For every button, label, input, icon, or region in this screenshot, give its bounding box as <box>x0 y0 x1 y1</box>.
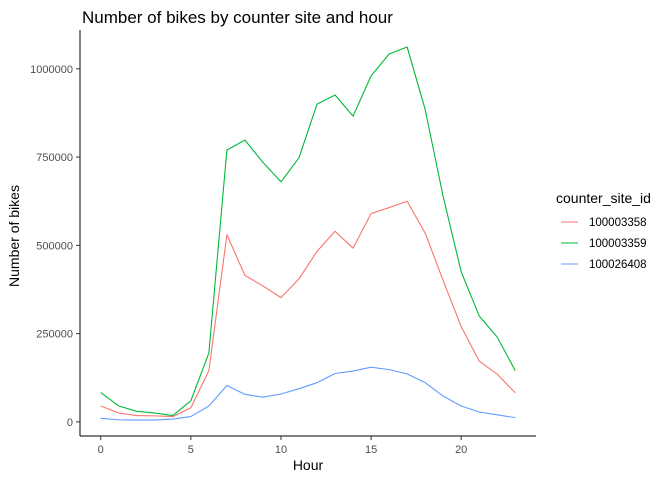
legend-label: 100003358 <box>589 217 647 229</box>
series-line-100026408 <box>100 366 516 421</box>
legend-item-100003358: 100003358 <box>561 217 647 229</box>
y-tick-label: 750000 <box>36 152 73 164</box>
legend-label: 100003359 <box>589 238 647 250</box>
x-axis-ticks: 0 5 10 15 20 <box>98 436 467 456</box>
legend-item-100026408: 100026408 <box>561 259 647 271</box>
y-tick-label: 1000000 <box>30 64 73 76</box>
legend-title: counter_site_id <box>556 190 651 206</box>
x-tick-label: 15 <box>365 444 377 456</box>
legend: counter_site_id 100003358 100003359 100026… <box>556 190 651 271</box>
plot-lines <box>100 46 516 421</box>
x-tick-label: 5 <box>188 444 194 456</box>
x-tick-label: 0 <box>98 444 104 456</box>
series-line-100003358 <box>100 200 516 418</box>
x-axis-title: Hour <box>293 457 324 473</box>
y-tick-label: 0 <box>67 417 73 429</box>
x-tick-label: 10 <box>275 444 287 456</box>
x-tick-label: 20 <box>455 444 467 456</box>
legend-item-100003359: 100003359 <box>561 238 647 250</box>
legend-items: 100003358 100003359 100026408 <box>561 217 647 271</box>
y-tick-label: 250000 <box>36 329 73 341</box>
chart-title: Number of bikes by counter site and hour <box>82 8 393 27</box>
series-line-100003359 <box>100 46 516 417</box>
legend-label: 100026408 <box>589 259 647 271</box>
axes <box>79 30 536 437</box>
y-axis-title: Number of bikes <box>6 185 22 287</box>
y-tick-label: 500000 <box>36 240 73 252</box>
y-axis-ticks: 0 250000 500000 750000 1000000 <box>30 64 80 429</box>
